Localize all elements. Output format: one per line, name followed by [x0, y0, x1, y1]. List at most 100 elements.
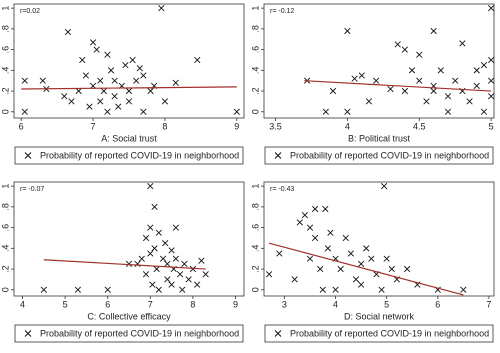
point: [437, 67, 444, 74]
point: [179, 286, 186, 293]
point: [401, 46, 408, 53]
point: [61, 93, 68, 100]
y-tick-label: .8: [0, 203, 10, 211]
x-tick-label: 6: [105, 299, 110, 309]
point: [365, 98, 373, 105]
y-tick-label: 0: [250, 109, 260, 114]
x-axis-label: A: Social trust: [101, 133, 157, 143]
point: [161, 98, 169, 105]
x-tick-label: 3.5: [269, 121, 282, 131]
point: [327, 229, 334, 236]
point: [344, 27, 351, 35]
y-tick-label: .2: [0, 265, 10, 273]
point: [488, 5, 495, 12]
point: [357, 281, 365, 288]
point: [423, 98, 430, 105]
point: [172, 255, 179, 262]
point: [368, 255, 375, 262]
point: [151, 245, 158, 252]
point: [79, 56, 86, 64]
point: [115, 103, 122, 110]
point: [466, 98, 473, 105]
point: [122, 62, 129, 69]
point: [142, 271, 150, 278]
x-tick-label: 3: [282, 299, 287, 309]
point: [155, 286, 162, 293]
legend-label: Probability of reported COVID-19 in neig…: [290, 328, 489, 338]
point: [322, 108, 329, 115]
point: [311, 205, 319, 213]
point: [164, 276, 171, 283]
x-tick-label: 4.5: [413, 121, 426, 131]
x-axis-label: B: Political trust: [348, 133, 411, 143]
panel: 0 .2 .4 .6 .8 1 4 5 6 7 8 9 C: Collective efficacy r=…: [0, 181, 245, 343]
point: [111, 77, 118, 84]
point: [373, 77, 380, 84]
point: [430, 87, 437, 95]
point: [194, 281, 201, 288]
y-tick-label: 0: [250, 287, 260, 292]
point: [198, 257, 205, 264]
point: [430, 27, 437, 35]
point: [233, 108, 240, 115]
plot-frame: [13, 181, 245, 297]
y-tick-label: .4: [250, 67, 260, 75]
point: [140, 108, 147, 115]
point: [352, 276, 360, 283]
point: [344, 108, 351, 115]
x-tick-label: 5: [384, 299, 389, 309]
point: [383, 255, 390, 262]
legend-marker: [24, 330, 32, 337]
point: [149, 281, 156, 288]
point: [181, 260, 188, 267]
y-tick-label: .2: [250, 265, 260, 273]
point: [104, 108, 111, 115]
plot-frame: [13, 3, 245, 119]
point: [147, 250, 154, 257]
point: [322, 205, 329, 213]
x-tick-label: 4: [345, 121, 350, 131]
legend-label: Probability of reported COVID-19 in neig…: [40, 150, 239, 160]
point: [337, 265, 344, 273]
point: [138, 255, 145, 262]
x-tick-label: 4: [20, 299, 25, 309]
x-tick-label: 5: [489, 121, 494, 131]
legend-marker: [24, 152, 32, 159]
point: [401, 87, 408, 95]
x-tick-label: 6: [435, 299, 440, 309]
x-tick-label: 8: [190, 299, 195, 309]
point: [194, 56, 201, 64]
point: [93, 46, 100, 53]
point: [89, 39, 97, 46]
y-tick-label: 1: [250, 184, 260, 189]
point: [147, 224, 154, 231]
point: [488, 56, 495, 64]
point: [408, 67, 416, 74]
fit-line: [21, 86, 237, 90]
y-tick-label: .8: [0, 25, 10, 33]
y-tick-label: 1: [0, 184, 10, 189]
point: [40, 286, 47, 293]
x-tick-label: 5: [63, 299, 68, 309]
point: [140, 72, 147, 79]
point: [291, 276, 298, 283]
point: [403, 265, 411, 273]
point: [265, 271, 273, 278]
panel: 0 .2 .4 .6 .8 1 3.5 4 4.5 5 B: Political trust r= -…: [250, 3, 495, 165]
annotation: r= -0.43: [270, 186, 294, 193]
panel: 0 .2 .4 .6 .8 1 6 7 8 9 A: Social trust r=0.02 Proba…: [0, 3, 245, 165]
point: [378, 286, 385, 293]
point: [64, 28, 72, 36]
y-tick-label: .6: [0, 46, 10, 54]
point: [189, 265, 197, 273]
point: [104, 51, 111, 58]
point: [168, 281, 175, 288]
x-tick-label: 7: [148, 299, 153, 309]
y-tick-label: .4: [0, 245, 10, 253]
point: [147, 87, 154, 95]
point: [68, 98, 75, 105]
x-tick-label: 6: [19, 121, 24, 131]
point: [74, 286, 82, 293]
legend-label: Probability of reported COVID-19 in neig…: [290, 150, 489, 160]
